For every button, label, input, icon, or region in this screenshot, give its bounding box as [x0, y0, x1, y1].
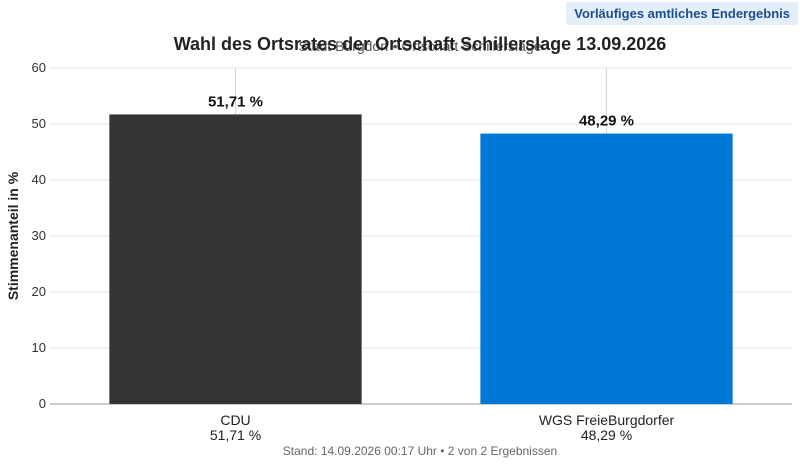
data-labels: 51,71 % 48,29 % [208, 93, 634, 129]
chart-title: Wahl des Ortsrates der Ortschaft Schille… [173, 34, 667, 54]
y-tick-label: 0 [39, 396, 46, 411]
category-label-0: CDU [220, 412, 250, 428]
data-label-1: 48,29 % [579, 113, 634, 130]
status-badge: Vorläufiges amtliches Endergebnis [566, 2, 798, 25]
y-axis-label: Stimmenanteil in % [5, 171, 21, 300]
data-label-0: 51,71 % [208, 93, 263, 110]
y-axis-ticks: 0 10 20 30 40 50 60 [32, 60, 46, 411]
y-tick-label: 10 [32, 340, 46, 355]
category-label-1: WGS FreieBurgdorfer [539, 412, 675, 428]
bar-1 [480, 133, 733, 405]
y-tick-label: 30 [32, 228, 46, 243]
y-tick-label: 40 [32, 172, 46, 187]
category-value-1: 48,29 % [581, 427, 632, 443]
chart-subtitle: Stadt Burgdorf • Ortschaft Schillerslage [298, 38, 542, 54]
bars [109, 114, 733, 405]
category-value-0: 51,71 % [210, 427, 261, 443]
y-tick-label: 20 [32, 284, 46, 299]
y-tick-label: 50 [32, 116, 46, 131]
y-tick-label: 60 [32, 60, 46, 75]
footer-status: Stand: 14.09.2026 00:17 Uhr • 2 von 2 Er… [282, 444, 558, 458]
bar-0 [109, 114, 362, 404]
